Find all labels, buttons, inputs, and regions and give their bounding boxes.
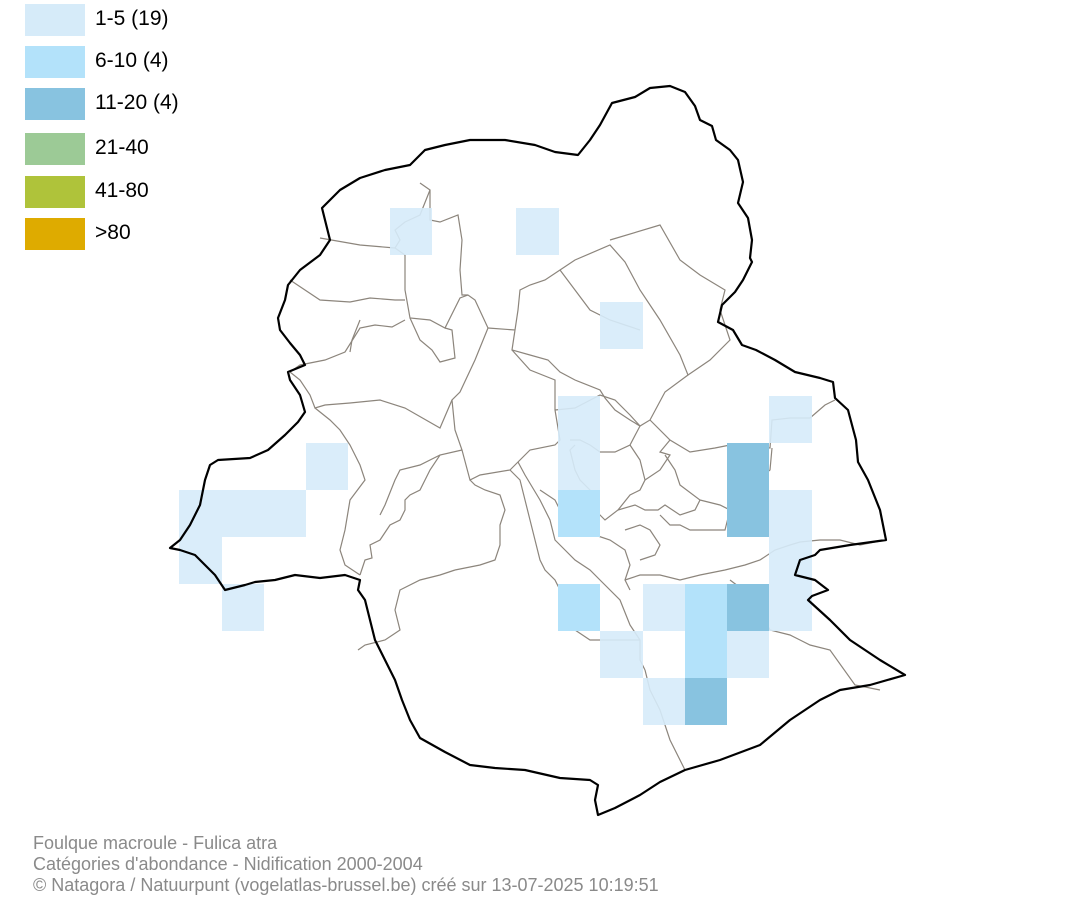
grid-cell [685, 631, 727, 678]
grid-cell [558, 396, 600, 443]
grid-cell [643, 678, 685, 725]
grid-cell [727, 490, 769, 537]
grid-cell [769, 584, 812, 631]
grid-cell [306, 443, 348, 490]
species-title: Foulque macroule - Fulica atra [33, 833, 278, 853]
grid-cell [769, 490, 812, 537]
legend-swatch [25, 46, 85, 78]
grid-cell [222, 490, 264, 537]
grid-cell [727, 584, 769, 631]
legend-label: 6-10 (4) [95, 49, 169, 72]
map-credits: Foulque macroule - Fulica atra Catégorie… [33, 833, 659, 896]
grid-cell [600, 302, 643, 349]
region-outline [168, 84, 907, 817]
legend-swatch [25, 4, 85, 36]
grid-cell [264, 490, 306, 537]
grid-cell [685, 678, 727, 725]
grid-cell [727, 443, 769, 490]
copyright-line: © Natagora / Natuurpunt (vogelatlas-brus… [33, 875, 659, 895]
grid-cell [769, 396, 812, 443]
grid-cell [685, 584, 727, 631]
grid-cell [769, 537, 812, 584]
grid-cell [390, 208, 432, 255]
grid-cell [643, 584, 685, 631]
grid-cell [600, 631, 643, 678]
legend-label: 1-5 (19) [95, 7, 169, 30]
legend-label: >80 [95, 221, 131, 244]
grid-cell [558, 584, 600, 631]
legend-swatch [25, 133, 85, 165]
legend-swatch [25, 176, 85, 208]
abundance-grid [179, 208, 812, 725]
legend-label: 11-20 (4) [95, 91, 179, 114]
legend-label: 21-40 [95, 136, 149, 159]
grid-cell [558, 443, 600, 490]
map-subtitle: Catégories d'abondance - Nidification 20… [33, 854, 423, 874]
grid-cell [516, 208, 559, 255]
legend-label: 41-80 [95, 179, 149, 202]
grid-cell [558, 490, 600, 537]
legend-swatch [25, 88, 85, 120]
grid-cell [222, 584, 264, 631]
legend-swatch [25, 218, 85, 250]
grid-cell [727, 631, 769, 678]
